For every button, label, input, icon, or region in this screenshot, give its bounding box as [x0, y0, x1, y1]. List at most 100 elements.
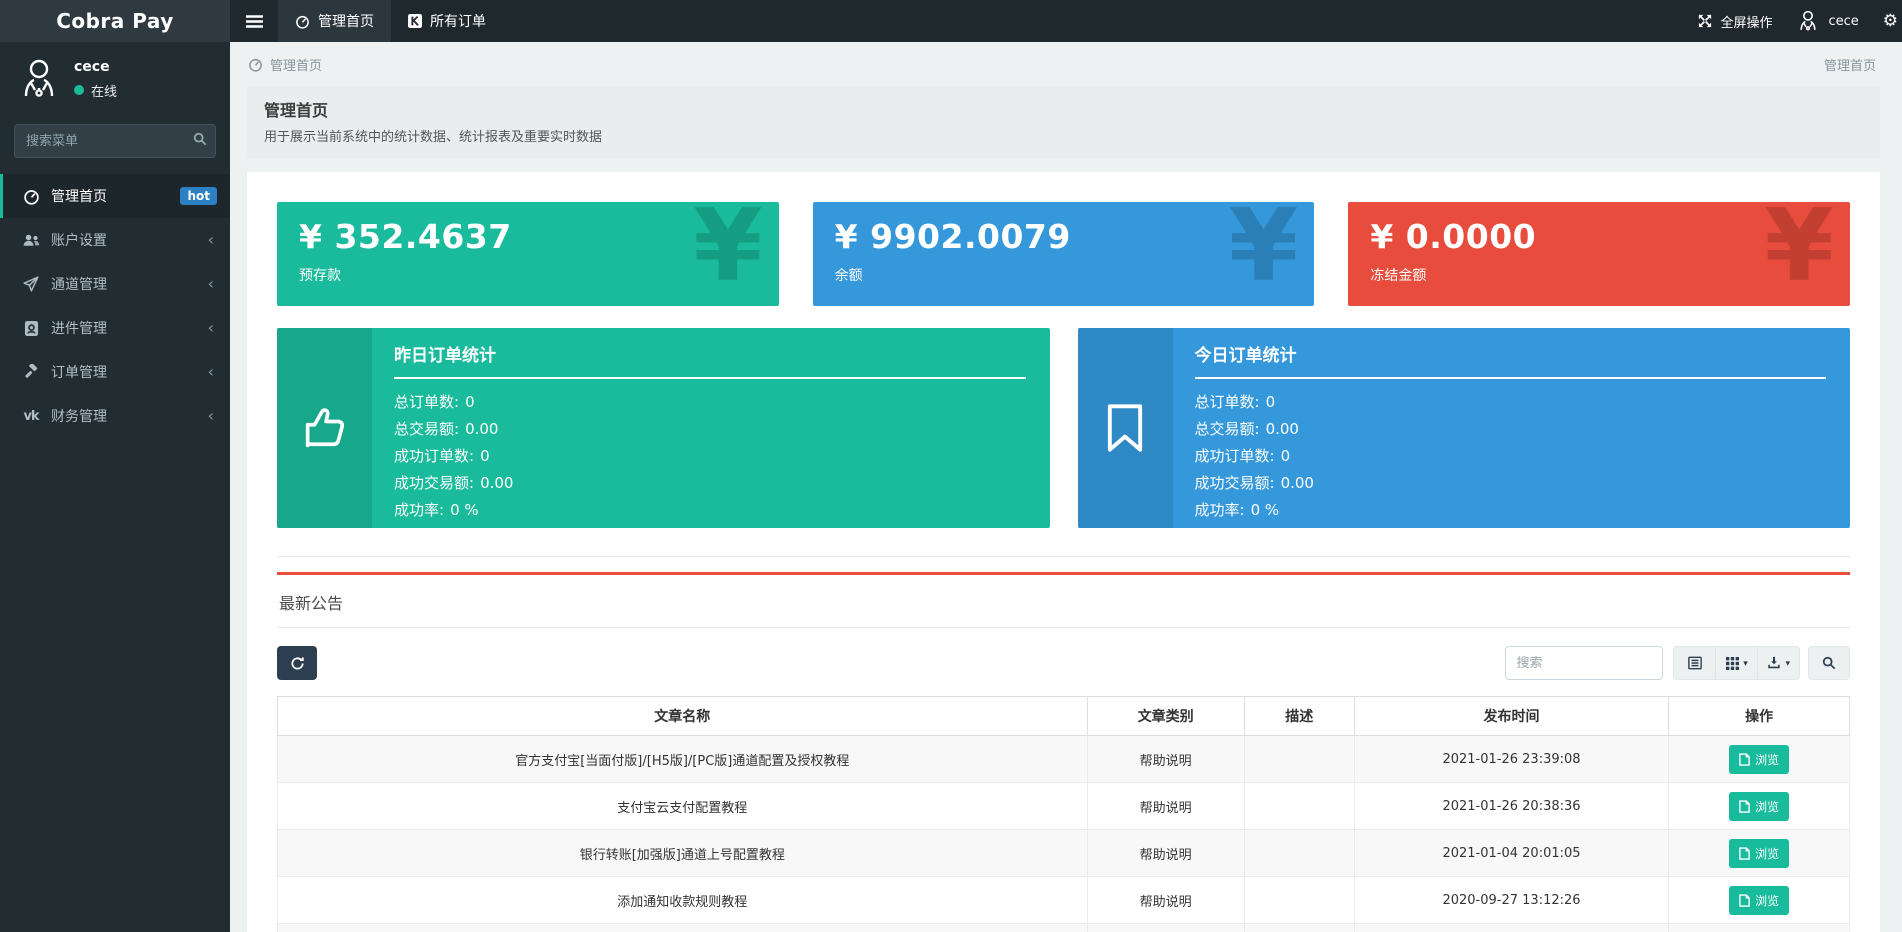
page-title: 管理首页 [264, 101, 329, 120]
view-article-button[interactable]: 浏览 [1729, 838, 1790, 868]
sidebar-item-channel-management[interactable]: 通道管理 ‹ [0, 262, 230, 306]
cell-category: 帮助说明 [1086, 829, 1245, 877]
table-search-input[interactable] [1505, 646, 1664, 680]
user-avatar-icon [1796, 9, 1820, 33]
cell-article-name: 添加通知收款规则教程 [277, 876, 1088, 924]
view-article-button[interactable]: 浏览 [1729, 744, 1790, 774]
announcements-card: 最新公告 [277, 572, 1850, 932]
sidebar-item-label: 账户设置 [51, 233, 107, 249]
chevron-left-icon: ‹ [207, 274, 214, 293]
cell-description [1243, 876, 1355, 924]
sidebar-menu: 管理首页 hot 账户设置 ‹ 通道管理 ‹ [0, 174, 230, 438]
yen-watermark-icon: ¥ [1764, 202, 1834, 304]
stat-card-balance[interactable]: ¥ 9902.0079 余额 ¥ [812, 202, 1315, 306]
announcements-table: 文章名称 文章类别 描述 发布时间 操作 官方支付宝[当面付版]/[H5版]/[… [277, 696, 1850, 932]
user-avatar-icon [16, 56, 62, 102]
yen-watermark-icon: ¥ [693, 202, 763, 304]
sidebar-username: cece [74, 58, 110, 75]
cell-description [1243, 735, 1355, 783]
menu-search-input[interactable] [14, 124, 216, 158]
tab-label: 所有订单 [430, 14, 486, 30]
fullscreen-button[interactable]: 全屏操作 [1698, 12, 1772, 31]
refresh-button[interactable] [277, 646, 317, 680]
chevron-left-icon: ‹ [207, 318, 214, 337]
breadcrumb: 管理首页 管理首页 [230, 42, 1902, 86]
stat-line: 成功订单数: 0 [1194, 447, 1291, 465]
stat-line: 成功率: 0 % [394, 501, 479, 519]
col-description[interactable]: 描述 [1243, 696, 1355, 736]
sidebar-search [14, 124, 216, 158]
table-row: 银行转账[加强版]通道上号配置教程 帮助说明 2021-01-04 20:01:… [277, 829, 1850, 877]
stat-line: 成功交易额: 0.00 [1194, 474, 1314, 492]
stat-card-frozen[interactable]: ¥ 0.0000 冻结金额 ¥ [1348, 202, 1850, 306]
caret-down-icon: ▾ [1785, 657, 1790, 668]
user-status: 在线 [74, 81, 117, 100]
order-panels: 昨日订单统计 总订单数: 0 总交易额: 0.00 成功订单数: 0 成功交易额: 0.… [277, 328, 1850, 528]
view-article-button[interactable]: 浏览 [1729, 885, 1790, 915]
user-panel: cece 在线 [0, 42, 230, 112]
stat-amount: ¥ 0.0000 [1370, 217, 1537, 256]
online-dot-icon [74, 85, 84, 95]
status-label: 在线 [91, 84, 118, 100]
view-button-group: ▾ ▾ [1673, 646, 1800, 680]
col-article-category[interactable]: 文章类别 [1086, 696, 1245, 736]
stat-line: 成功订单数: 0 [394, 447, 490, 465]
chevron-left-icon: ‹ [207, 406, 214, 425]
caret-down-icon: ▾ [1743, 657, 1748, 668]
sidebar-item-label: 订单管理 [51, 365, 107, 381]
navbar-user-menu[interactable]: cece [1796, 9, 1859, 33]
fullscreen-label: 全屏操作 [1720, 15, 1773, 31]
tab-dashboard[interactable]: 管理首页 [278, 0, 391, 42]
content-panel: ¥ 352.4637 预存款 ¥ ¥ 9902.0079 余额 ¥ ¥ 0.00… [247, 172, 1880, 932]
cell-publish-time: 2021-01-04 20:01:05 [1353, 829, 1670, 877]
col-publish-time[interactable]: 发布时间 [1353, 696, 1670, 736]
detail-view-button[interactable] [1673, 646, 1716, 680]
app-logo[interactable]: Cobra Pay [0, 0, 230, 42]
sidebar: Cobra Pay cece 在线 [0, 0, 230, 932]
sidebar-item-account-settings[interactable]: 账户设置 ‹ [0, 218, 230, 262]
sidebar-item-order-management[interactable]: 订单管理 ‹ [0, 350, 230, 394]
arrows-alt-icon [1698, 14, 1712, 28]
col-actions[interactable]: 操作 [1668, 696, 1850, 736]
export-button[interactable]: ▾ [1757, 646, 1800, 680]
stat-line: 总交易额: 0.00 [1194, 420, 1299, 438]
stat-amount: ¥ 9902.0079 [834, 217, 1071, 256]
col-article-name[interactable]: 文章名称 [277, 696, 1088, 736]
cell-publish-time: 2020-09-27 13:12:26 [1353, 876, 1670, 924]
cell-category: 帮助说明 [1086, 923, 1245, 932]
chevron-left-icon: ‹ [207, 362, 214, 381]
paper-plane-icon [20, 276, 42, 292]
table-toolbar: ▾ ▾ [277, 646, 1850, 680]
stat-card-prepaid[interactable]: ¥ 352.4637 预存款 ¥ [277, 202, 779, 306]
view-article-button[interactable]: 浏览 [1729, 791, 1790, 821]
stat-line: 成功率: 0 % [1194, 501, 1280, 519]
table-row: 支付宝云支付配置教程 帮助说明 2021-01-26 20:38:36 浏览 [277, 782, 1850, 830]
top-navbar: 管理首页 所有订单 全屏操作 [230, 0, 1902, 42]
today-orders-panel: 今日订单统计 总订单数: 0 总交易额: 0.00 成功订单数: 0 成功交易额: 0.… [1077, 328, 1850, 528]
search-icon[interactable] [193, 132, 207, 146]
sidebar-item-merchant-entry[interactable]: 进件管理 ‹ [0, 306, 230, 350]
gear-icon[interactable]: ⚙ [1882, 11, 1898, 31]
sidebar-item-finance-management[interactable]: vk 财务管理 ‹ [0, 394, 230, 438]
cell-article-name: 【自动回调】多功能支付助手配置及使用教程 [277, 923, 1088, 932]
sidebar-item-label: 进件管理 [51, 321, 107, 337]
table-row: 添加通知收款规则教程 帮助说明 2020-09-27 13:12:26 浏览 [277, 876, 1850, 924]
breadcrumb-current[interactable]: 管理首页 [270, 58, 323, 74]
stat-line: 成功交易额: 0.00 [394, 474, 514, 492]
tab-all-orders[interactable]: 所有订单 [391, 0, 503, 42]
chevron-left-icon: ‹ [207, 230, 214, 249]
table-search-button[interactable] [1808, 646, 1850, 680]
cell-description [1243, 829, 1355, 877]
thumbs-up-icon [277, 328, 372, 528]
stat-cards: ¥ 352.4637 预存款 ¥ ¥ 9902.0079 余额 ¥ ¥ 0.00… [277, 202, 1850, 306]
panel-title: 昨日订单统计 [394, 341, 1026, 379]
menu-toggle-icon[interactable] [230, 0, 278, 42]
page-header: 管理首页 用于展示当前系统中的统计数据、统计报表及重要实时数据 [247, 86, 1880, 159]
cell-category: 帮助说明 [1086, 735, 1245, 783]
sidebar-item-dashboard[interactable]: 管理首页 hot [0, 174, 230, 218]
id-badge-icon [20, 320, 42, 337]
bookmark-icon [1077, 328, 1173, 528]
table-row: 【自动回调】多功能支付助手配置及使用教程 帮助说明 2020-09-26 11:… [277, 923, 1850, 932]
columns-button[interactable]: ▾ [1715, 646, 1758, 680]
sidebar-item-label: 财务管理 [51, 409, 107, 425]
